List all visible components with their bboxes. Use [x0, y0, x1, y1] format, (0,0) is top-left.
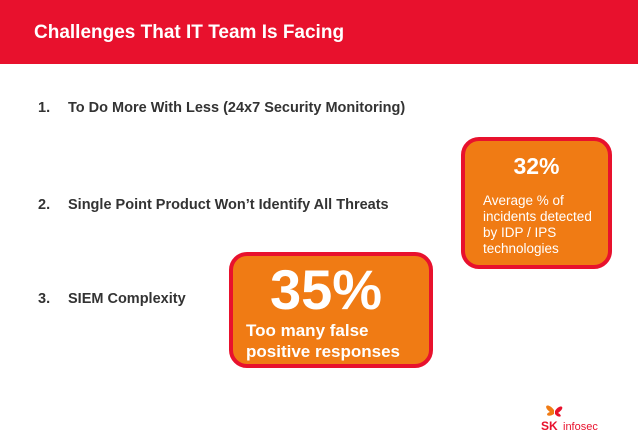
- callout-false-positives-description: Too many false positive responses: [246, 320, 436, 362]
- challenge-number-3: 3.: [38, 291, 51, 307]
- callout-idp-ips-value: 32%: [513, 153, 560, 179]
- challenge-item-2: 2. Single Point Product Won’t Identify Al…: [38, 196, 389, 214]
- callout-idp-ips-line-2: incidents detected: [483, 209, 592, 224]
- callout-false-positives-value: 35%: [269, 258, 383, 321]
- challenge-item-1: 1. To Do More With Less (24x7 Security Mo…: [38, 99, 405, 117]
- callout-idp-ips-line-1: Average % of: [483, 193, 564, 208]
- butterfly-icon: [546, 405, 563, 417]
- callout-idp-ips-description: Average % of incidents detected by IDP /…: [483, 193, 613, 257]
- challenge-text-1: To Do More With Less (24x7 Security Moni…: [68, 100, 406, 116]
- challenge-text-3: SIEM Complexity: [68, 291, 186, 307]
- callout-false-positives-line-1: Too many false: [246, 321, 369, 340]
- title-bar: Challenges That IT Team Is Facing: [0, 0, 638, 64]
- callout-idp-ips: 32% Average % of incidents detected by I…: [461, 137, 612, 269]
- logo-name: infosec: [563, 421, 598, 432]
- slide-title: Challenges That IT Team Is Facing: [34, 22, 345, 43]
- challenge-number-2: 2.: [38, 197, 51, 213]
- callout-false-positives: 35% Too many false positive responses: [229, 252, 433, 368]
- sk-infosec-logo: SK infosec: [541, 405, 598, 432]
- callout-idp-ips-line-4: technologies: [483, 241, 559, 256]
- logo-mark: SK: [541, 419, 558, 432]
- challenge-text-2: Single Point Product Won’t Identify All …: [68, 197, 389, 213]
- callout-idp-ips-line-3: by IDP / IPS: [483, 225, 557, 240]
- callout-false-positives-line-2: positive responses: [246, 342, 401, 361]
- challenge-item-3: 3. SIEM Complexity: [38, 290, 186, 308]
- challenge-number-1: 1.: [38, 100, 51, 116]
